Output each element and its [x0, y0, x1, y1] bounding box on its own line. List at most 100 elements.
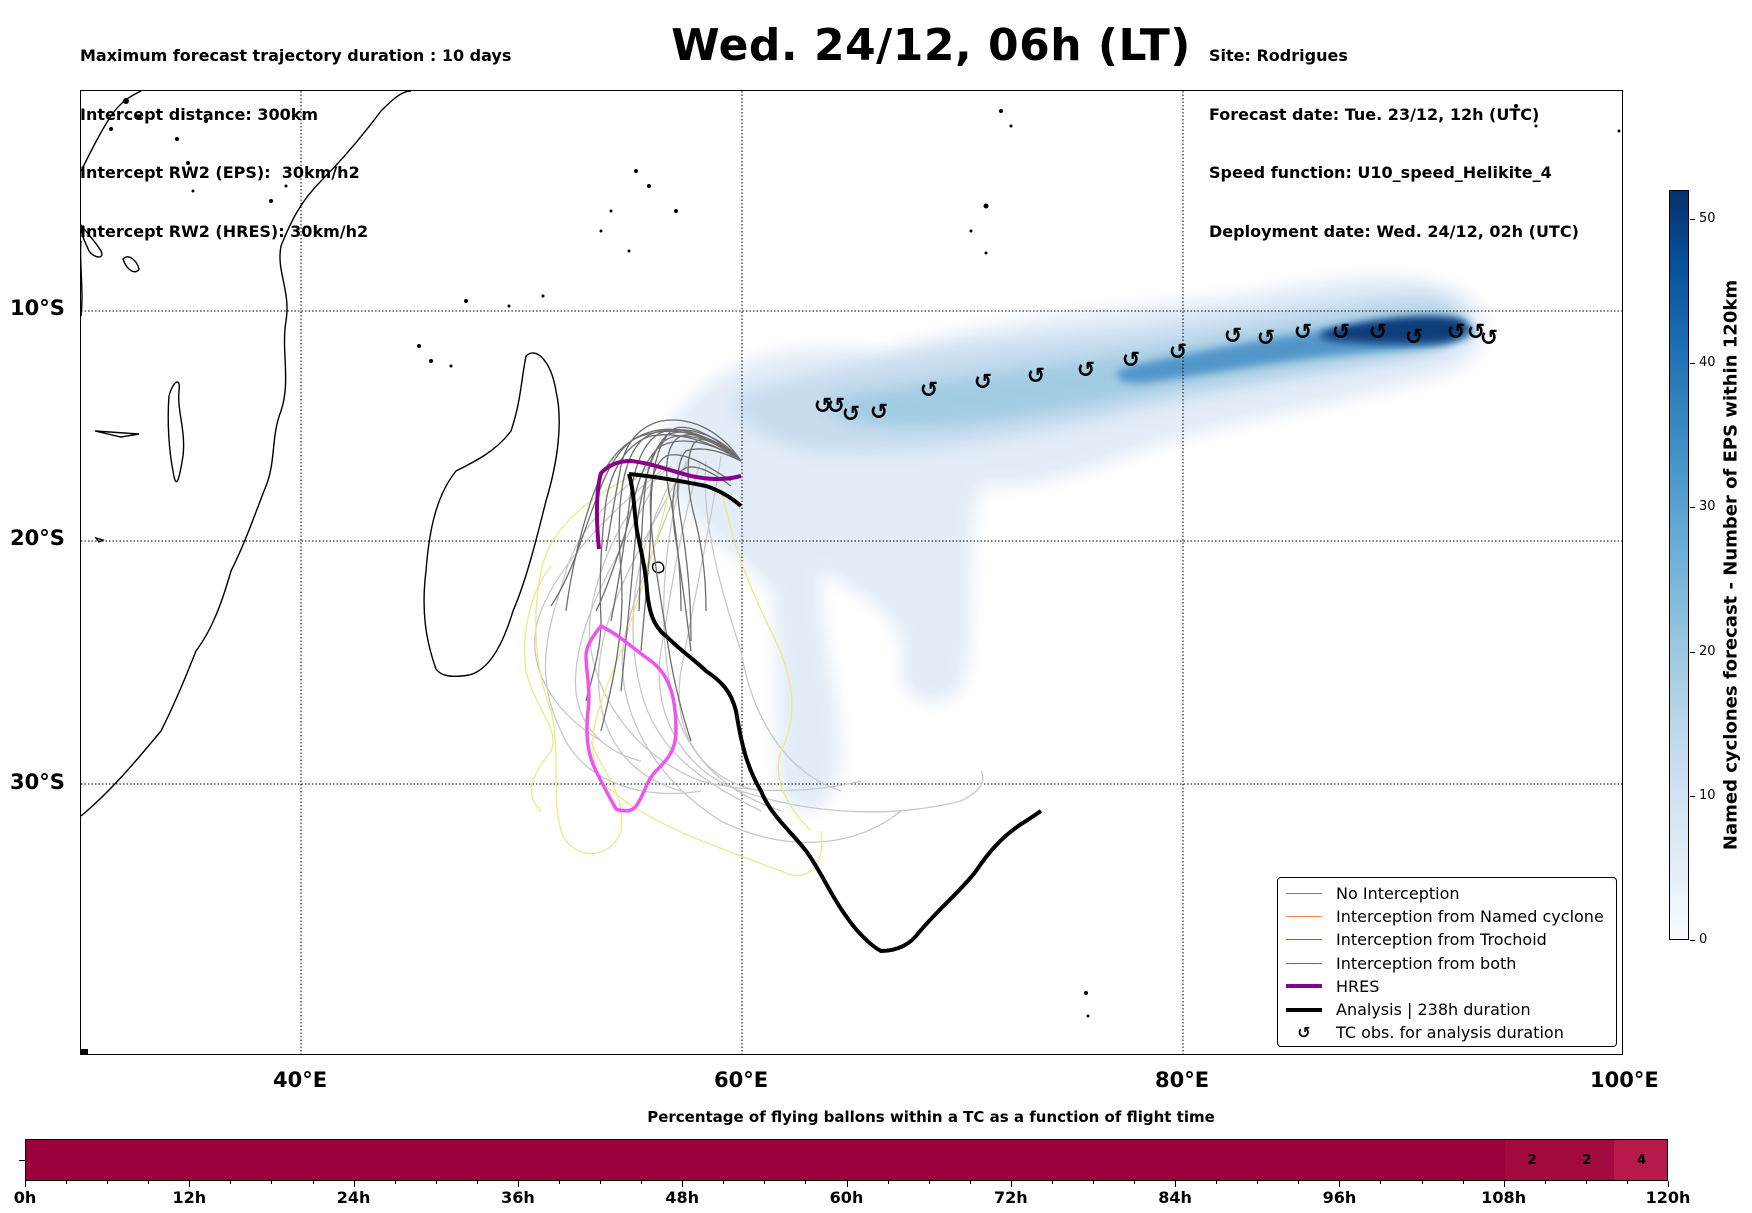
timebar-tick: [1051, 1181, 1053, 1184]
timebar-tick-label: 24h: [336, 1188, 371, 1207]
timebar-tick: [1544, 1181, 1546, 1184]
timebar-cell-value: 4: [1614, 1140, 1667, 1180]
timebar-tick: [682, 1181, 684, 1187]
map-legend: No Interception Interception from Named …: [1277, 877, 1617, 1047]
timebar-tick: [1668, 1181, 1669, 1187]
colorbar-tick-label: 30: [1699, 499, 1716, 515]
legend-swatch-purple: [1286, 984, 1322, 989]
timebar-tick: [353, 1181, 355, 1187]
legend-swatch-olive: [1286, 939, 1322, 941]
timebar-tick: [517, 1181, 519, 1187]
map-graticule: [81, 91, 1622, 1054]
timebar-tick-label: 36h: [501, 1188, 535, 1207]
colorbar-tick: [1690, 940, 1695, 941]
tc-obs-icon: ↺: [1369, 320, 1387, 345]
tc-obs-icon: ↺: [920, 378, 938, 403]
legend-analysis: Analysis | 238h duration: [1284, 998, 1610, 1021]
timebar-tick: [312, 1181, 314, 1184]
legend-hres: HRES: [1284, 975, 1610, 998]
timebar-tick: [66, 1181, 68, 1184]
tc-obs-icon: ↺: [1405, 325, 1423, 350]
timebar-tick-label: 72h: [993, 1188, 1028, 1207]
colorbar-tick: [1690, 507, 1695, 509]
timebar-cell-value: 2: [1559, 1140, 1615, 1180]
map-canvas[interactable]: ↺↺↺ ↺↺ ↺ ↺ ↺ ↺ ↺↺ ↺ ↺ ↺ ↺ ↺ ↺ ↺↺: [81, 91, 1623, 1055]
timebar-tick: [1298, 1181, 1300, 1184]
timebar-tick: [641, 1181, 643, 1184]
legend-label: Analysis | 238h duration: [1336, 1000, 1531, 1020]
timebar-tick: [805, 1181, 807, 1184]
legend-swatch-coral: [1286, 916, 1322, 918]
header-site: Site: Rodrigues: [1209, 46, 1348, 65]
cyclone-density-plume: [662, 276, 1486, 812]
coastlines: [81, 91, 665, 817]
hres-pink-track: [584, 623, 678, 813]
timebar-tick: [230, 1181, 232, 1184]
lat-label-20s: 20°S: [10, 526, 65, 550]
tc-obs-icon: ↺: [827, 394, 845, 419]
colorbar-tick: [1690, 218, 1695, 220]
page-title: Wed. 24/12, 06h (LT): [671, 20, 1191, 71]
timebar-tick: [887, 1181, 889, 1184]
analysis-track: [627, 473, 1043, 954]
ensemble-tracks-yellow: [524, 470, 823, 877]
header-deployment-date: Deployment date: Wed. 24/12, 02h (UTC): [1209, 221, 1579, 241]
header-left-info: Maximum forecast trajectory duration : 1…: [80, 7, 511, 261]
timebar-tick: [558, 1181, 560, 1184]
timebar-tick: [1380, 1181, 1382, 1184]
legend-label: Interception from Trochoid: [1336, 930, 1547, 950]
timebar-left-tick: [19, 1160, 25, 1161]
timebar-tick: [435, 1181, 437, 1184]
map-panel[interactable]: ↺ ↺ ↺ ↺ ↺ ↺ ↺ ↺ ↺ ↺ ↺ ↺ ↺ ↺ ↺ ↺ ↺ ↺ ↺: [80, 90, 1623, 1055]
tc-obs-icon: ↺: [1169, 340, 1187, 365]
timebar-tick-label: 48h: [665, 1188, 700, 1207]
legend-label: No Interception: [1336, 884, 1460, 904]
tc-obs-icon: ↺: [1257, 326, 1275, 351]
colorbar-tick-label: 40: [1699, 355, 1716, 371]
colorbar-tick-label: 10: [1699, 787, 1716, 803]
timebar-tick-label: 12h: [172, 1188, 207, 1207]
lat-label-10s: 10°S: [10, 296, 65, 320]
tc-obs-icon: ↺: [814, 394, 832, 419]
tc-obs-icon: ↺: [1447, 320, 1465, 345]
tc-obs-icon: ↺: [842, 402, 860, 427]
legend-swatch-green: [1286, 962, 1322, 964]
colorbar-label: Named cyclones forecast - Number of EPS …: [1720, 279, 1742, 851]
legend-no-interception: No Interception: [1284, 882, 1610, 905]
colorbar: [1669, 190, 1689, 940]
timebar-cell-value: 2: [1504, 1140, 1560, 1180]
timebar-title: Percentage of flying ballons within a TC…: [647, 1108, 1215, 1126]
colorbar-tick-label: 20: [1699, 643, 1716, 659]
legend-tc-obs: ↺ TC obs. for analysis duration: [1284, 1021, 1610, 1044]
header-intercept-hres: Intercept RW2 (HRES): 30km/h2: [80, 221, 369, 241]
timebar-tick: [107, 1181, 109, 1184]
timebar-tick: [148, 1181, 150, 1184]
timebar-tick-label: 84h: [1158, 1188, 1192, 1207]
tc-obs-icon: ↺: [1467, 320, 1485, 345]
timebar-tick: [1503, 1181, 1505, 1187]
timebar-tick-label: 120h: [1645, 1188, 1691, 1207]
timebar-tick: [1134, 1181, 1136, 1184]
timebar-tick: [600, 1181, 602, 1184]
tc-obs-icon: ↺: [1027, 364, 1045, 389]
tc-symbol-icon: ↺: [1297, 1023, 1311, 1043]
timebar-tick: [476, 1181, 478, 1184]
lat-label-30s: 30°S: [10, 770, 65, 794]
timebar-tick-label: 0h: [13, 1188, 37, 1207]
colorbar-tick-label: 50: [1699, 210, 1716, 226]
tc-obs-icon: ↺: [870, 400, 888, 425]
tc-obs-icon: ↺: [974, 370, 992, 395]
timebar-tick: [1010, 1181, 1012, 1187]
timebar-tick: [764, 1181, 766, 1184]
timebar-tick: [1421, 1181, 1423, 1184]
timebar-tick: [25, 1181, 26, 1187]
legend-named-cyclone: Interception from Named cyclone: [1284, 905, 1610, 928]
timebar: 2244: [25, 1139, 1668, 1181]
colorbar-tick: [1690, 651, 1695, 653]
legend-label: Interception from both: [1336, 953, 1517, 973]
tc-obs-icon: ↺: [1332, 320, 1350, 345]
header-intercept-distance: Intercept distance: 300km: [80, 104, 319, 124]
small-islands: [81, 98, 1621, 1054]
colorbar-tick: [1690, 795, 1695, 797]
timebar-tick: [394, 1181, 396, 1184]
